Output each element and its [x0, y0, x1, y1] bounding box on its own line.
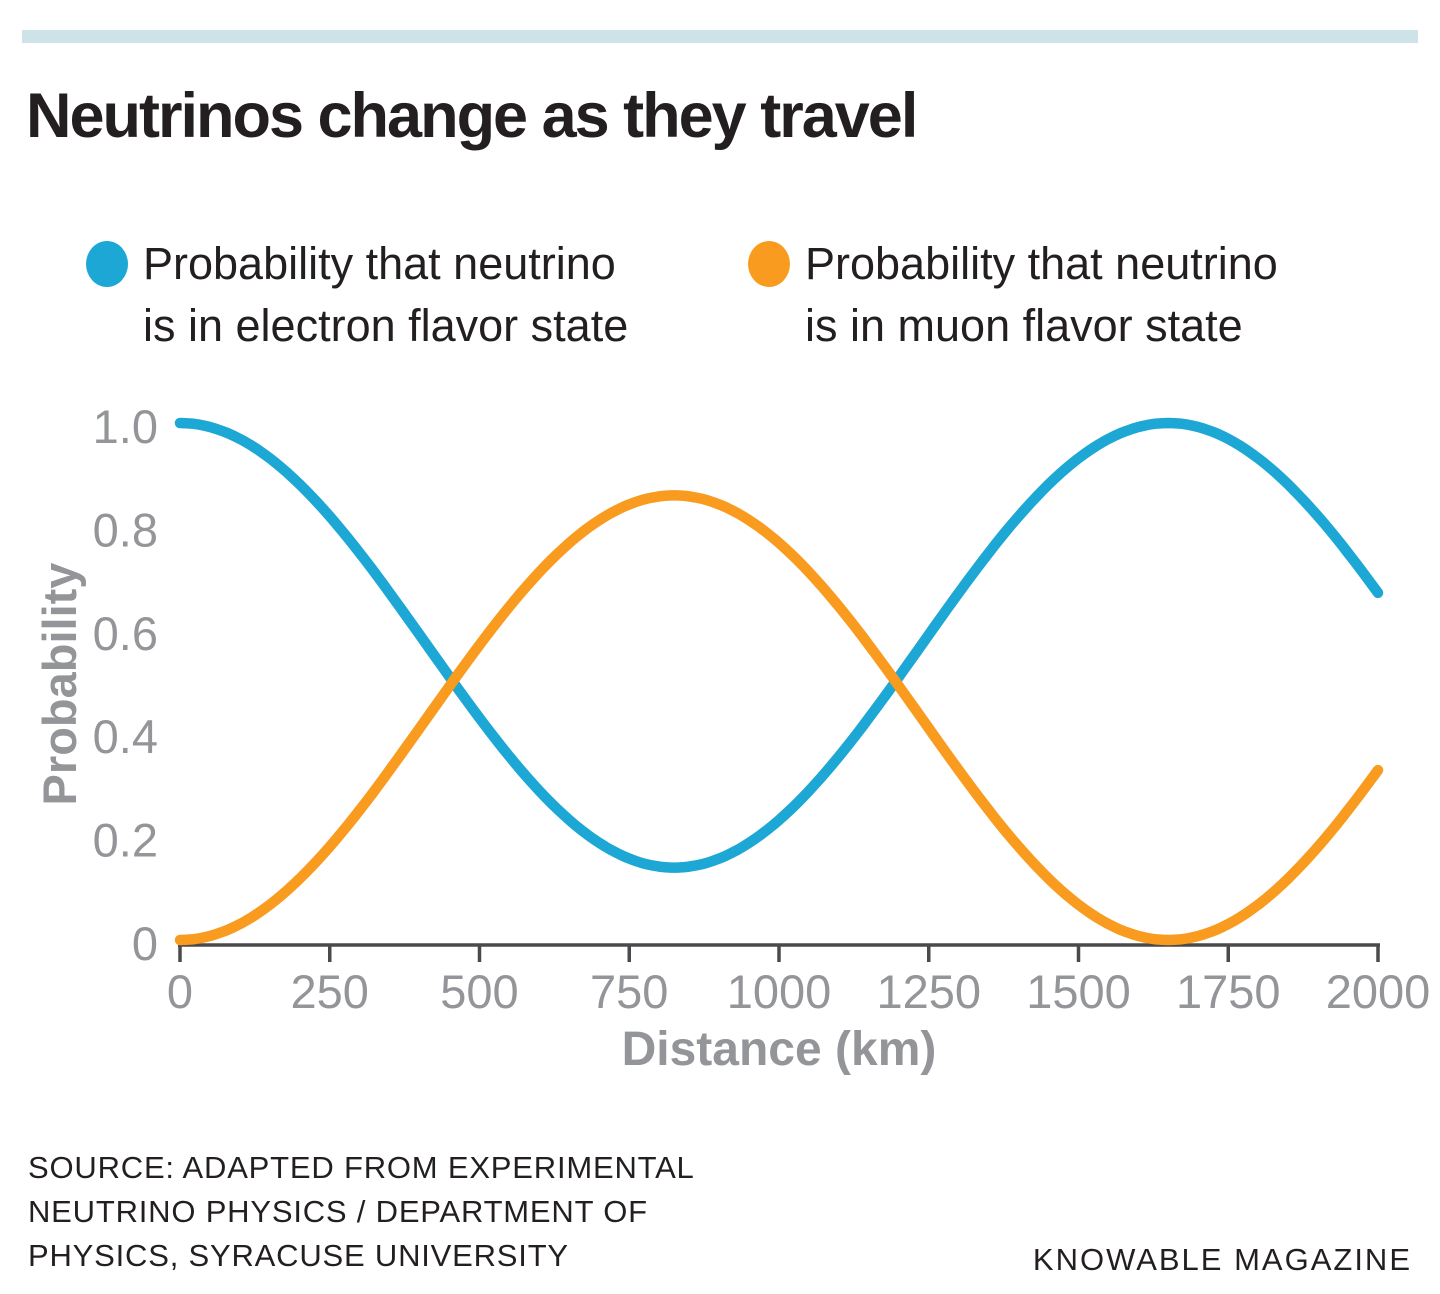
x-tick-label: 0	[167, 965, 193, 1018]
legend-label-muon: Probability that neutrino is in muon fla…	[805, 233, 1278, 357]
legend-label-electron-line1: Probability that neutrino	[143, 238, 616, 289]
y-tick-label: 0.4	[93, 710, 158, 763]
legend-label-electron: Probability that neutrino is in electron…	[143, 233, 628, 357]
chart-title: Neutrinos change as they travel	[26, 81, 918, 151]
legend-swatch-muon-icon	[748, 241, 790, 287]
legend-swatch-electron-icon	[86, 241, 128, 287]
legend-item-electron: Probability that neutrino is in electron…	[86, 233, 628, 357]
publisher-credit: KNOWABLE MAGAZINE	[1032, 1242, 1412, 1277]
source-line: PHYSICS, SYRACUSE UNIVERSITY	[28, 1238, 569, 1273]
x-tick-label: 1000	[727, 965, 832, 1018]
source-line: NEUTRINO PHYSICS / DEPARTMENT OF	[28, 1194, 648, 1229]
x-tick-label: 2000	[1326, 965, 1431, 1018]
top-accent-bar	[22, 30, 1418, 43]
legend-label-muon-line2: is in muon flavor state	[805, 300, 1243, 351]
x-tick-label: 1250	[876, 965, 981, 1018]
x-tick-label: 1500	[1026, 965, 1131, 1018]
legend-label-electron-line2: is in electron flavor state	[143, 300, 629, 351]
y-tick-label: 1.0	[93, 400, 158, 453]
source-attribution: SOURCE: ADAPTED FROM EXPERIMENTAL NEUTRI…	[28, 1146, 695, 1278]
y-tick-label: 0.6	[93, 607, 158, 660]
source-line: SOURCE: ADAPTED FROM EXPERIMENTAL	[28, 1150, 695, 1185]
legend-item-muon: Probability that neutrino is in muon fla…	[748, 233, 1278, 357]
x-tick-label: 250	[291, 965, 369, 1018]
x-tick-label: 500	[440, 965, 518, 1018]
x-tick-label: 750	[590, 965, 668, 1018]
y-tick-label: 0.2	[93, 814, 158, 867]
muon-curve	[174, 490, 1384, 946]
y-tick-label: 0.8	[93, 503, 158, 556]
x-tick-label: 1750	[1176, 965, 1281, 1018]
legend-label-muon-line1: Probability that neutrino	[805, 238, 1278, 289]
y-tick-label: 0	[132, 917, 158, 970]
x-axis-label: Distance (km)	[621, 1023, 937, 1076]
y-axis-label: Probability	[33, 562, 86, 806]
electron-curve	[174, 417, 1384, 873]
